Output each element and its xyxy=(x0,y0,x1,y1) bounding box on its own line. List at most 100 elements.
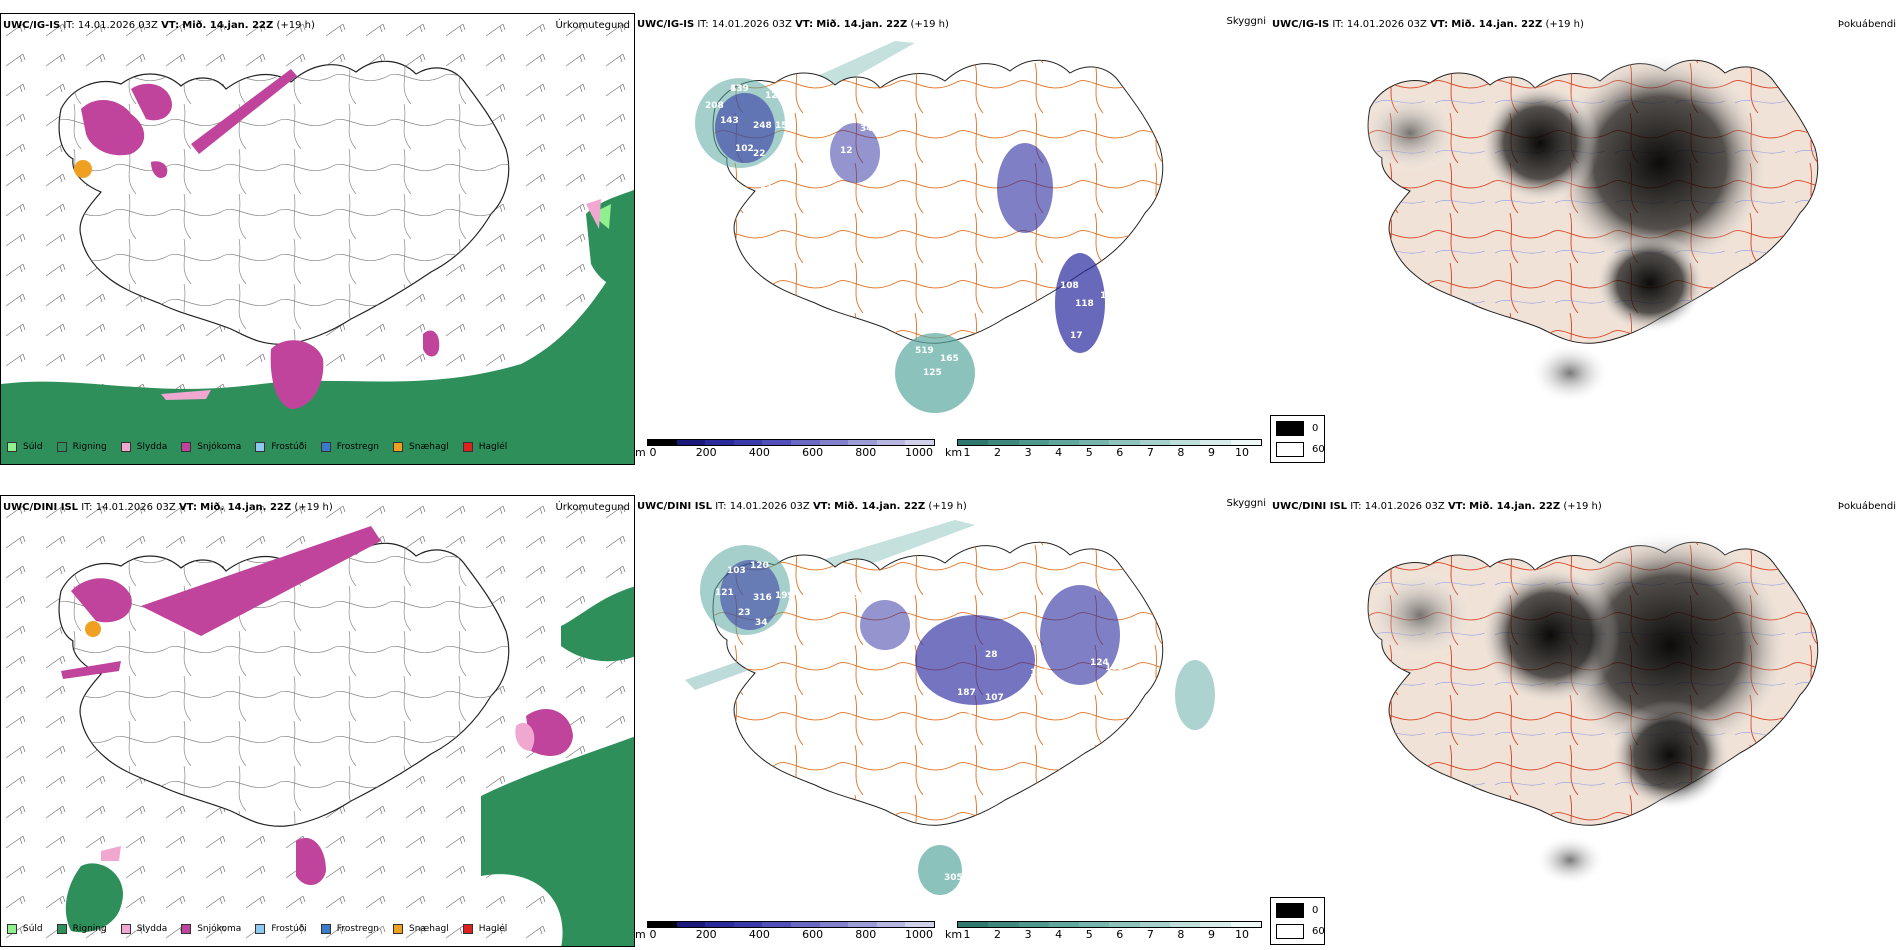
drizzle-area-east xyxy=(591,204,611,229)
legend-label: Frostúði xyxy=(271,442,307,452)
colorbar-step xyxy=(1018,922,1049,927)
cloud-blue-east xyxy=(1055,253,1105,353)
fog-index-map-dini: UWC/DINI ISL IT: 14.01.2026 03Z VT: Mið.… xyxy=(1270,495,1900,947)
colorbar-tick: 10 xyxy=(1235,446,1249,459)
legend-label: Snæhagl xyxy=(409,442,449,452)
legend-item: Rigning xyxy=(56,924,107,934)
colorbar-step xyxy=(790,440,820,445)
legend-item: Snæhagl xyxy=(393,924,449,934)
colorbar-cloud-base-m: m 0 200 400 600 800 1000 xyxy=(635,439,935,461)
fog-legend-swatch xyxy=(1276,442,1304,457)
colorbar-bar xyxy=(957,439,1262,446)
legend-swatch xyxy=(255,924,266,934)
cloud-value-label: 316 xyxy=(753,593,772,603)
snow-area-westfjords xyxy=(131,83,172,121)
legend-label: Slydda xyxy=(136,442,168,452)
rain-area-east xyxy=(561,586,634,662)
cloud-value-label: 92 xyxy=(960,713,973,723)
legend-label: Snjókoma xyxy=(197,924,242,934)
rain-area-south xyxy=(1,237,634,464)
colorbar-tick: 1000 xyxy=(905,446,933,459)
colorbar-tick: 5 xyxy=(1085,928,1093,941)
legend-swatch xyxy=(255,442,266,452)
legend-swatch xyxy=(320,924,331,934)
colorbar-tick: 6 xyxy=(1116,446,1124,459)
legend-label: Slydda xyxy=(136,924,168,934)
snow-area-southeast xyxy=(423,330,440,357)
colorbar-tick: 400 xyxy=(748,928,770,941)
colorbar-step xyxy=(876,922,906,927)
legend-item: Snæhagl xyxy=(393,442,449,452)
colorbar-tick: 200 xyxy=(695,928,717,941)
fog-legend: 0 60 xyxy=(1270,415,1325,463)
cloud-value-label: 118 xyxy=(1075,299,1094,309)
fog-legend-row: 60 xyxy=(1276,442,1325,457)
fog-legend-label: 60 xyxy=(1312,444,1325,455)
colorbar-step xyxy=(988,922,1019,927)
cloud-value-label: 318 xyxy=(853,591,872,601)
legend-item: Súld xyxy=(7,924,43,934)
legend-item: Frostúði xyxy=(255,442,307,452)
colorbar-step xyxy=(1230,922,1261,927)
cloud-teal-south xyxy=(918,845,962,895)
fog-light-west xyxy=(1360,93,1460,173)
cloud-value-label: 34 xyxy=(755,618,768,628)
rain-area-southeast xyxy=(481,736,634,946)
colorbar-step xyxy=(848,922,877,927)
colorbar-step xyxy=(762,922,791,927)
colorbar-tick: 7 xyxy=(1146,928,1154,941)
colorbar-step xyxy=(648,922,677,927)
cloud-value-label: 120 xyxy=(750,561,769,571)
cloud-value-label: 139 xyxy=(730,84,749,94)
fog-dense-northeast xyxy=(1550,530,1790,760)
colorbar-tick: 600 xyxy=(802,928,824,941)
colorbar-step xyxy=(1048,922,1080,927)
precip-type-map-igis: UWC/IG-IS IT: 14.01.2026 03Z VT: Mið. 14… xyxy=(0,13,635,465)
legend-swatch xyxy=(393,924,404,934)
legend-item: Frostregn xyxy=(320,442,379,452)
colorbar-step xyxy=(733,440,763,445)
colorbar-step xyxy=(819,922,849,927)
legend-swatch xyxy=(462,924,473,934)
colorbar-tick: 9 xyxy=(1207,928,1215,941)
precip-map-canvas xyxy=(1,496,634,946)
colorbar-step xyxy=(988,440,1019,445)
cloud-value-label: 121 xyxy=(715,588,734,598)
precip-type-map-dini: UWC/DINI ISL IT: 14.01.2026 03Z VT: Mið.… xyxy=(0,495,635,947)
colorbar-cloud-base-m: m 0 200 400 600 800 1000 xyxy=(635,921,935,943)
fog-legend-swatch xyxy=(1276,924,1304,939)
sleet-area-south xyxy=(161,390,211,400)
sleet-area-east xyxy=(586,199,601,229)
precip-legend: Súld Rigning Slydda Snjókoma Frostúði Frostre… xyxy=(7,924,521,934)
cloud-value-label: 124 xyxy=(1090,658,1109,668)
colorbar-tick: 4 xyxy=(1055,928,1063,941)
panel-title: UWC/IG-IS IT: 14.01.2026 03Z VT: Mið. 14… xyxy=(1272,19,1584,30)
legend-label: Frostúði xyxy=(271,924,307,934)
colorbar-visibility-km: km 1 2 3 4 5 6 7 8 9 10 xyxy=(945,439,1265,461)
colorbar-tick: 9 xyxy=(1207,446,1215,459)
fog-light-west xyxy=(1365,570,1475,660)
cloud-blue-north xyxy=(860,600,910,650)
colorbar-tick: 10 xyxy=(1235,928,1249,941)
fog-light-south xyxy=(1535,835,1605,885)
colorbar-tick: 800 xyxy=(855,928,877,941)
cloud-blue-northeast xyxy=(997,143,1053,233)
cloud-value-label: 199 xyxy=(775,591,794,601)
cloud-map-canvas xyxy=(685,520,1215,895)
fog-legend-swatch xyxy=(1276,421,1304,436)
panel-title: UWC/IG-IS IT: 14.01.2026 03Z VT: Mið. 14… xyxy=(3,20,315,31)
colorbar-step xyxy=(1109,922,1140,927)
cloud-value-labels: 139 124 208 143 248 158 102 22 27 11 34 12 108 118 15 1… xyxy=(705,84,1113,378)
legend-label: Haglél xyxy=(478,924,508,934)
cloud-value-label: 107 xyxy=(985,693,1004,703)
fog-dense-north xyxy=(1480,565,1620,705)
fog-legend: 0 60 xyxy=(1270,897,1325,945)
cloud-value-label: 12 xyxy=(760,638,773,648)
cloud-value-label: 34 xyxy=(860,124,873,134)
legend-label: Rigning xyxy=(72,442,107,452)
colorbar-step xyxy=(1079,922,1110,927)
graupel-area xyxy=(85,621,101,637)
fog-legend-label: 60 xyxy=(1312,926,1325,937)
cloud-value-label: 28 xyxy=(985,650,998,660)
legend-swatch xyxy=(120,924,131,934)
